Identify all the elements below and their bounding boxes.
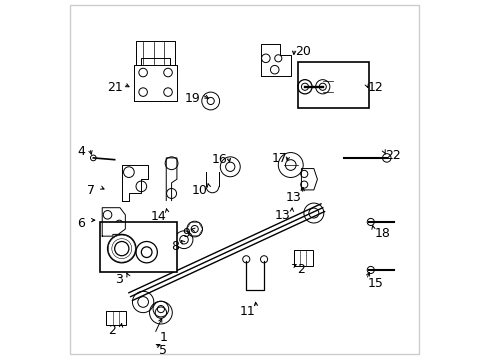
Text: 7: 7 — [87, 184, 95, 197]
Bar — [293, 251, 312, 266]
Bar — [100, 222, 177, 272]
Text: 6: 6 — [77, 217, 84, 230]
Text: 2: 2 — [108, 324, 116, 337]
Text: 10: 10 — [192, 184, 207, 197]
Text: 5: 5 — [159, 344, 167, 357]
Text: 17: 17 — [271, 152, 287, 165]
Text: 2: 2 — [297, 264, 305, 276]
Text: 15: 15 — [366, 276, 383, 289]
Text: 11: 11 — [239, 305, 255, 318]
Text: 4: 4 — [77, 145, 84, 158]
Circle shape — [90, 155, 96, 161]
Bar — [297, 62, 368, 108]
Text: 19: 19 — [184, 92, 201, 105]
Text: 13: 13 — [285, 191, 301, 204]
Text: 14: 14 — [150, 210, 166, 223]
Text: 20: 20 — [295, 45, 310, 58]
Text: 12: 12 — [367, 81, 383, 94]
Text: 13: 13 — [274, 209, 290, 222]
Text: 1: 1 — [159, 331, 167, 344]
Text: 9: 9 — [182, 227, 189, 240]
Text: 21: 21 — [106, 81, 122, 94]
Text: 16: 16 — [211, 153, 227, 166]
Text: 18: 18 — [374, 227, 389, 240]
Text: 3: 3 — [115, 273, 123, 286]
Bar — [106, 311, 126, 325]
Text: 22: 22 — [385, 149, 400, 162]
Text: 8: 8 — [171, 240, 179, 253]
